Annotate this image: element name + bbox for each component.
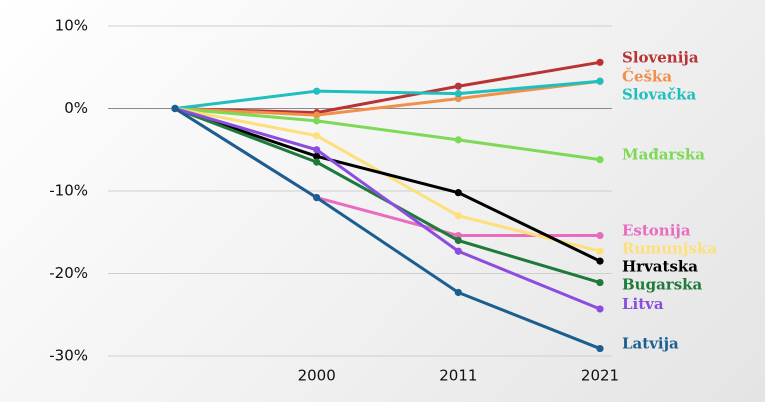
point — [454, 95, 462, 103]
point — [596, 77, 604, 85]
legend-label: Slovenija — [622, 48, 699, 66]
point — [596, 247, 604, 255]
x-tick-label: 2021 — [581, 367, 619, 385]
legend-label: Hrvatska — [622, 258, 698, 276]
legend-label: Bugarska — [622, 276, 703, 294]
point — [596, 305, 604, 313]
y-tick-label: 0% — [64, 99, 88, 117]
point — [454, 90, 462, 98]
legend-label: Latvija — [622, 335, 679, 353]
series — [171, 104, 604, 313]
legend-label: Slovačka — [622, 85, 696, 103]
point — [313, 152, 321, 160]
y-tick-label: 10% — [55, 17, 88, 35]
y-tick-label: -10% — [49, 182, 88, 200]
legend-label: Rumunjska — [622, 240, 717, 258]
series-line — [174, 79, 601, 117]
series-line — [174, 79, 601, 110]
series-line — [174, 107, 601, 263]
point — [596, 231, 604, 240]
point — [313, 194, 321, 202]
series-line — [174, 107, 601, 162]
y-tick-label: -30% — [49, 347, 88, 365]
series-line — [174, 107, 601, 350]
point — [313, 132, 321, 140]
point — [313, 87, 321, 95]
point — [313, 158, 321, 166]
series-line — [174, 107, 601, 285]
legend-label: Češka — [622, 67, 672, 85]
legend-label: Litva — [622, 295, 664, 313]
series — [171, 104, 604, 287]
point — [596, 278, 604, 287]
x-tick-label: 2000 — [298, 367, 336, 385]
series-line — [174, 107, 601, 311]
point — [171, 104, 179, 113]
y-tick-label: -20% — [49, 264, 88, 282]
series — [171, 104, 604, 164]
point — [596, 156, 604, 164]
point — [596, 58, 604, 66]
point — [454, 189, 462, 197]
x-tick-label: 2011 — [439, 367, 477, 385]
point — [596, 344, 604, 353]
legend-label: Estonija — [622, 222, 691, 240]
point — [313, 117, 321, 125]
series — [171, 104, 604, 353]
point — [454, 212, 462, 220]
point — [454, 288, 462, 297]
point — [454, 236, 462, 245]
point — [596, 257, 604, 265]
point — [454, 247, 462, 255]
point — [454, 136, 462, 144]
point — [313, 146, 321, 154]
point — [454, 231, 462, 240]
point — [454, 82, 462, 90]
point — [313, 111, 321, 119]
legend-label: Mađarska — [622, 146, 705, 164]
